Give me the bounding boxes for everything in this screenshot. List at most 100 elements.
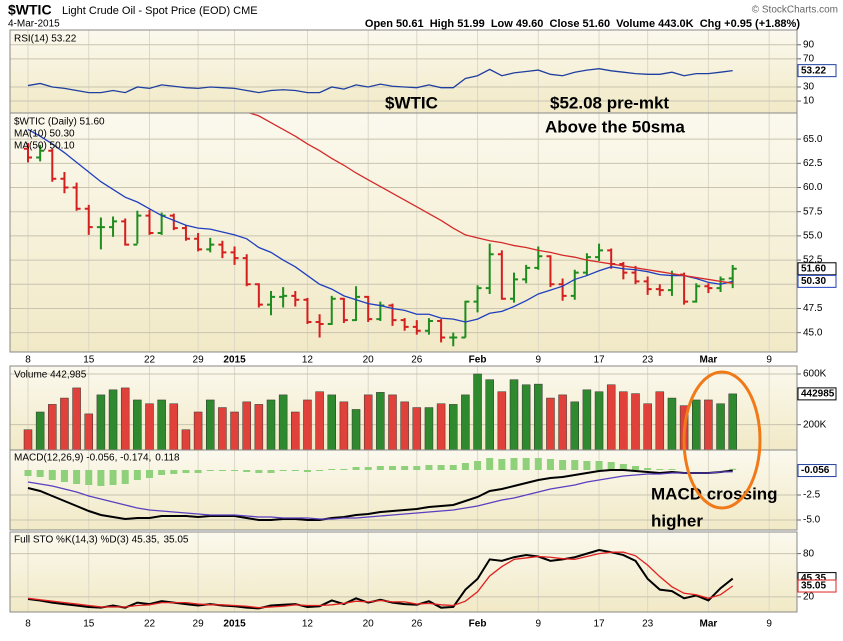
bar xyxy=(583,461,591,470)
panel-title: Full STO %K(14,3) %D(3) 45.35, xyxy=(14,535,159,546)
bar xyxy=(449,465,457,470)
ohlc-bar xyxy=(279,287,288,308)
panel xyxy=(10,30,797,113)
x-tick-label: 9 xyxy=(536,355,542,366)
x-tick-label: 15 xyxy=(83,619,95,630)
bar xyxy=(558,394,567,450)
y-tick-label: 10 xyxy=(803,96,815,107)
ohlc-bar xyxy=(728,265,737,289)
bar xyxy=(619,464,627,470)
ohlc-bar xyxy=(303,297,312,324)
series-line xyxy=(27,548,734,610)
bar xyxy=(97,470,105,486)
x-tick-label: 17 xyxy=(593,355,605,366)
bar xyxy=(84,413,93,450)
ohlc-bar xyxy=(570,269,579,300)
y-tick-label: 30 xyxy=(803,82,815,93)
bar xyxy=(704,399,713,450)
y-tick-label: 90 xyxy=(803,39,815,50)
bar xyxy=(497,391,507,450)
x-tick-label: 20 xyxy=(363,619,375,630)
bar xyxy=(60,397,69,450)
x-tick-label: 9 xyxy=(766,355,772,366)
x-tick-label: 12 xyxy=(302,619,314,630)
bar xyxy=(182,470,190,473)
bar xyxy=(534,383,543,450)
value-tag: 50.30 xyxy=(801,276,826,287)
bar xyxy=(328,469,336,470)
ohlc-bar xyxy=(109,216,118,237)
bar xyxy=(230,411,239,450)
ohlc-bar xyxy=(558,278,567,301)
ohlc-bar xyxy=(267,291,275,316)
bar xyxy=(412,407,422,450)
annotation: $WTIC xyxy=(385,93,438,112)
bar xyxy=(449,404,458,450)
bar xyxy=(291,411,300,450)
value-tag: 442985 xyxy=(801,389,835,400)
bar xyxy=(521,384,531,450)
value-tag-box xyxy=(797,387,837,401)
bar xyxy=(728,393,737,450)
bar xyxy=(23,429,33,450)
x-tick-label: 2015 xyxy=(223,355,246,366)
ohlc-bar xyxy=(218,240,227,259)
bar xyxy=(181,429,191,450)
ohlc-bar xyxy=(48,148,57,182)
ohlc-bar xyxy=(461,300,470,339)
ohlc-bar xyxy=(194,232,203,252)
legend-label: 35.05 xyxy=(163,535,188,546)
ohlc-bar xyxy=(121,218,130,246)
bar xyxy=(267,470,275,473)
bar xyxy=(486,458,494,470)
bar xyxy=(254,404,264,450)
header-quote: Open 50.61 High 51.99 Low 49.60 Close 51… xyxy=(365,18,800,30)
bar xyxy=(73,470,81,484)
bar xyxy=(473,373,482,450)
ohlc-bar xyxy=(327,295,336,325)
x-tick-label: 23 xyxy=(642,355,654,366)
ohlc-bar xyxy=(291,291,300,307)
x-tick-label: 22 xyxy=(144,619,156,630)
ohlc-bar xyxy=(510,272,518,303)
bar xyxy=(193,411,203,450)
bar xyxy=(36,470,44,477)
bar xyxy=(570,401,579,450)
bar xyxy=(169,403,179,450)
header-name: Light Crude Oil - Spot Price (EOD) CME xyxy=(62,5,258,17)
bar xyxy=(559,460,567,470)
panel xyxy=(10,532,797,612)
x-tick-label: 8 xyxy=(25,619,31,630)
x-tick-label: 26 xyxy=(411,619,423,630)
ohlc-bar xyxy=(400,318,409,331)
x-tick-label: 26 xyxy=(411,355,423,366)
annotation: MACD crossing xyxy=(651,484,778,503)
ohlc-bar xyxy=(595,243,604,262)
bar xyxy=(413,466,421,470)
bar xyxy=(48,470,56,480)
value-tag: 45.35 xyxy=(801,573,826,584)
bar xyxy=(595,461,603,470)
bar xyxy=(582,389,592,450)
bar xyxy=(498,459,506,470)
y-tick-label: 80 xyxy=(803,548,815,559)
bar xyxy=(643,403,652,450)
bar xyxy=(96,394,106,450)
legend-label: Volume 442,985 xyxy=(14,370,87,381)
bar xyxy=(206,470,214,471)
ohlc-bar xyxy=(36,144,45,162)
bar xyxy=(667,397,677,450)
series-line xyxy=(27,471,733,520)
y-tick-label: 55.0 xyxy=(803,231,823,242)
panel-background xyxy=(10,113,797,352)
bar xyxy=(571,460,579,470)
legend-label: RSI(14) 53.22 xyxy=(14,34,77,45)
bar xyxy=(121,470,129,484)
legend-label: $WTIC (Daily) 51.60 xyxy=(14,117,105,128)
bar xyxy=(35,411,45,450)
overlay xyxy=(682,370,762,510)
ohlc-bar xyxy=(449,332,458,347)
ohlc-bar xyxy=(631,265,640,285)
bar xyxy=(218,470,226,471)
